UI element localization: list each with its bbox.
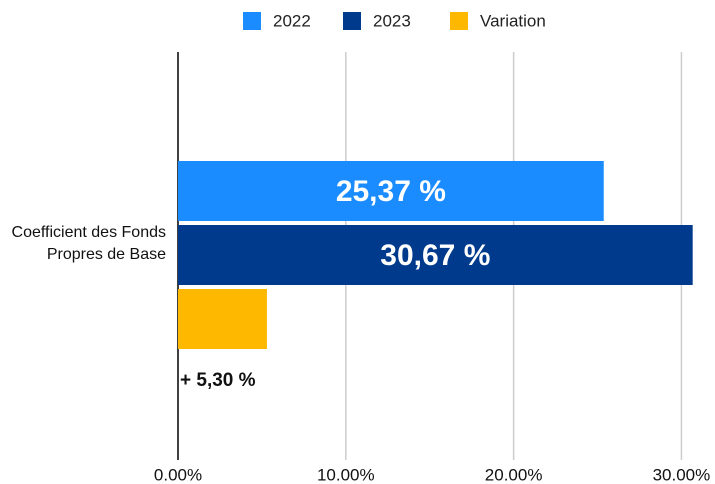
x-tick-label: 0.00% (154, 465, 202, 484)
bar (178, 225, 693, 285)
category-label: Coefficient des Fonds Propres de Base (11, 224, 166, 263)
legend-swatch (243, 12, 261, 30)
legend-label: 2022 (273, 11, 311, 30)
legend-label: 2023 (373, 11, 411, 30)
x-tick-label: 20.00% (485, 465, 543, 484)
value-label: 30,67 % (380, 239, 490, 272)
x-tick-label: 10.00% (317, 465, 375, 484)
value-label: 25,37 % (336, 175, 446, 208)
value-label: + 5,30 % (180, 370, 256, 391)
bar (178, 289, 267, 349)
legend-label: Variation (480, 11, 546, 30)
legend-swatch (450, 12, 468, 30)
legend-swatch (343, 12, 361, 30)
x-tick-label: 30.00% (653, 465, 711, 484)
bar (178, 161, 604, 221)
